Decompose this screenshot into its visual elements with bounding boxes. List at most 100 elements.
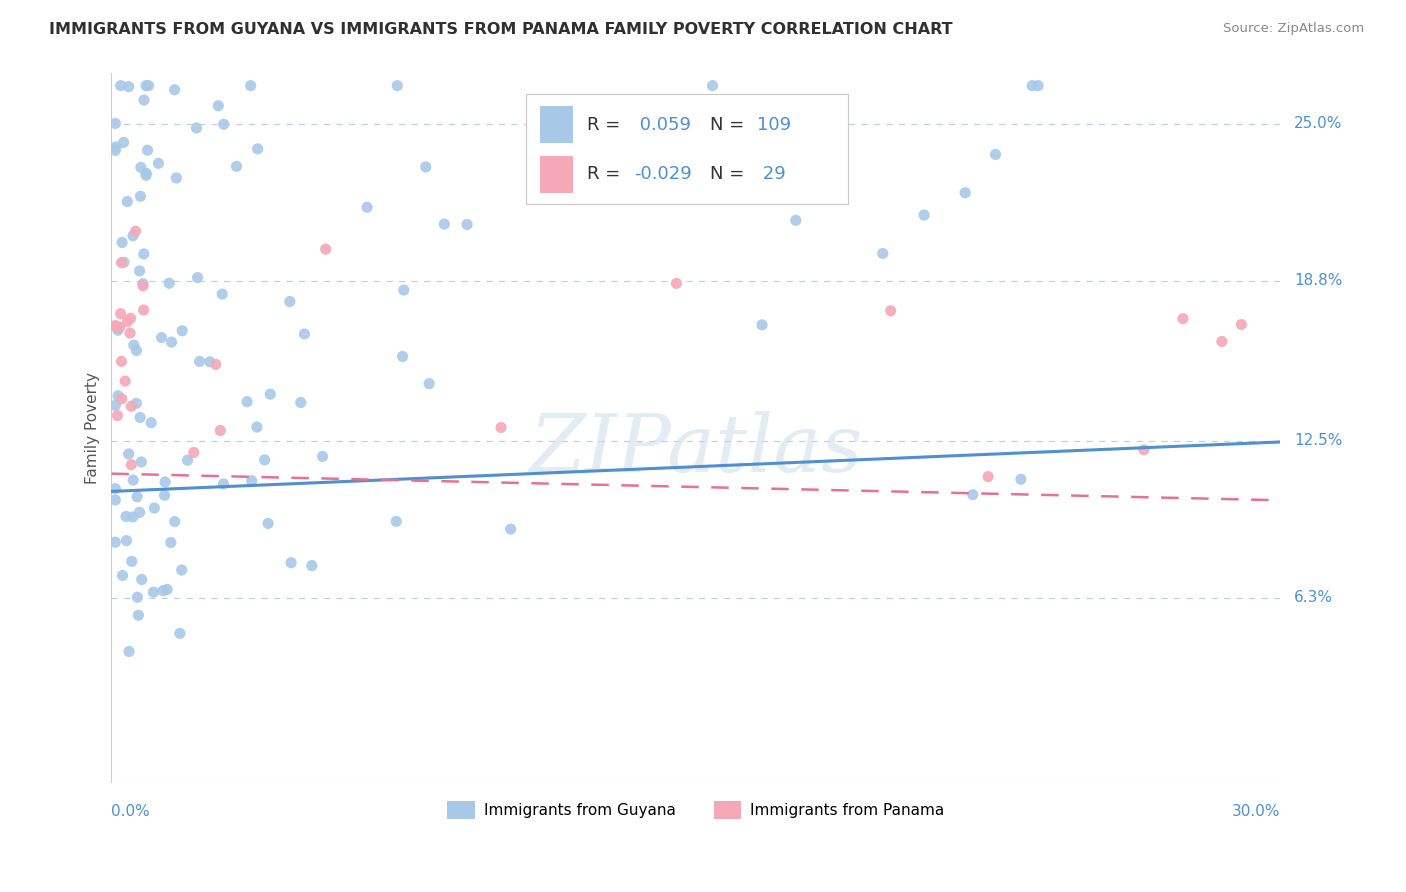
Point [108,320,131,334]
Text: 30.0%: 30.0% [1232,805,1281,820]
Point [148,156,170,170]
Bar [540,106,574,144]
Text: 25.0%: 25.0% [1295,116,1343,131]
Point [290,395,312,409]
Point [118,447,141,461]
Point [129,455,152,469]
Point [1026,78,1049,93]
Point [127,591,149,605]
Point [211,287,233,301]
Point [143,501,166,516]
Point [153,488,176,502]
Point [172,324,194,338]
Point [415,160,437,174]
Point [259,387,281,401]
Point [121,510,143,524]
Point [392,283,415,297]
Point [160,335,183,350]
Point [120,458,142,472]
Point [122,473,145,487]
Point [311,450,333,464]
Point [135,169,157,183]
Point [104,493,127,508]
Point [186,270,208,285]
Point [104,116,127,130]
Point [120,400,142,414]
Point [751,318,773,332]
Point [132,277,155,291]
Point [163,515,186,529]
Text: 12.5%: 12.5% [1295,434,1343,448]
Point [1133,442,1156,457]
Text: 109: 109 [756,116,790,134]
Point [131,573,153,587]
Point [246,142,269,156]
Point [125,490,148,504]
Point [356,200,378,214]
Point [125,396,148,410]
Point [387,78,409,93]
Point [124,224,146,238]
Point [142,585,165,599]
Point [301,558,323,573]
FancyBboxPatch shape [526,95,848,204]
Point [110,255,132,269]
Point [122,338,145,352]
Point [499,522,522,536]
Point [872,246,894,260]
Point [157,277,180,291]
Point [176,453,198,467]
Point [104,398,127,412]
Point [104,535,127,549]
Point [104,140,127,154]
Point [239,78,262,93]
Point [183,445,205,459]
Point [977,469,1000,483]
Point [128,264,150,278]
Point [120,311,142,326]
Point [385,515,408,529]
Point [127,608,149,623]
Point [1010,472,1032,486]
Point [554,140,576,154]
Point [129,410,152,425]
Point [107,389,129,403]
Point [236,394,259,409]
Bar [540,156,574,193]
Point [169,626,191,640]
Point [114,374,136,388]
Point [165,170,187,185]
Point [294,326,316,341]
Text: 0.0%: 0.0% [111,805,150,820]
Point [152,583,174,598]
Point [110,354,132,368]
Point [188,354,211,368]
Point [159,535,181,549]
Point [702,78,724,93]
Point [212,477,235,491]
Text: ZIPatlas: ZIPatlas [529,410,863,488]
Point [953,186,976,200]
Point [1021,78,1043,93]
Point [170,563,193,577]
Point [118,79,141,94]
Point [132,247,155,261]
Text: N =: N = [710,165,749,183]
Point [111,392,134,406]
Point [132,93,155,107]
Point [121,554,143,568]
Point [135,78,157,93]
Point [117,315,139,329]
Text: 6.3%: 6.3% [1295,591,1333,606]
Text: 29: 29 [756,165,786,183]
Point [115,533,138,548]
Point [117,194,139,209]
Point [110,307,132,321]
Point [1171,311,1194,326]
Text: IMMIGRANTS FROM GUYANA VS IMMIGRANTS FROM PANAMA FAMILY POVERTY CORRELATION CHAR: IMMIGRANTS FROM GUYANA VS IMMIGRANTS FRO… [49,22,953,37]
Point [104,144,127,158]
Point [280,556,302,570]
Point [105,320,128,334]
Point [209,424,232,438]
Point [128,505,150,519]
